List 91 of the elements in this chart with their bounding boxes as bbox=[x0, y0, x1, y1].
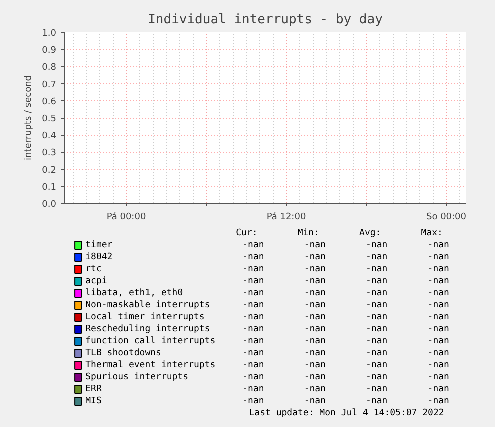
y-tick-label: 0.5 bbox=[42, 114, 57, 124]
text: Min: bbox=[298, 228, 320, 238]
text: -nan bbox=[366, 300, 388, 310]
text: Avg: bbox=[360, 228, 382, 238]
text: -nan bbox=[304, 372, 326, 382]
text: -nan bbox=[304, 348, 326, 358]
text: -nan bbox=[242, 288, 264, 298]
text: -nan bbox=[242, 336, 264, 346]
text: Cur: bbox=[236, 228, 258, 238]
legend-label: MIS bbox=[86, 396, 102, 406]
text: -nan bbox=[428, 276, 450, 286]
y-tick-label: 0.0 bbox=[42, 200, 57, 210]
text: -nan bbox=[428, 396, 450, 406]
text: -nan bbox=[366, 312, 388, 322]
text: -nan bbox=[242, 240, 264, 250]
chart-title: Individual interrupts - by day bbox=[148, 12, 384, 28]
text: Last update: Mon Jul 4 14:05:07 2022 bbox=[249, 408, 444, 418]
text: -nan bbox=[242, 264, 264, 274]
text: -nan bbox=[304, 276, 326, 286]
text: -nan bbox=[242, 372, 264, 382]
text: -nan bbox=[304, 312, 326, 322]
text: -nan bbox=[366, 348, 388, 358]
y-tick-label: 0.7 bbox=[42, 80, 57, 90]
x-tick-label: So 00:00 bbox=[426, 212, 467, 222]
text: -nan bbox=[428, 240, 450, 250]
text: -nan bbox=[304, 396, 326, 406]
text: -nan bbox=[242, 252, 264, 262]
text: -nan bbox=[428, 336, 450, 346]
text: -nan bbox=[304, 264, 326, 274]
text: -nan bbox=[428, 324, 450, 334]
text: -nan bbox=[304, 360, 326, 370]
legend-label: i8042 bbox=[86, 252, 113, 262]
text: -nan bbox=[428, 252, 450, 262]
text: -nan bbox=[242, 300, 264, 310]
text: -nan bbox=[428, 384, 450, 394]
text: -nan bbox=[242, 360, 264, 370]
text: Max: bbox=[421, 228, 443, 238]
x-tick-label: Pá 00:00 bbox=[106, 212, 146, 222]
text: -nan bbox=[366, 324, 388, 334]
text: -nan bbox=[304, 336, 326, 346]
text: -nan bbox=[242, 312, 264, 322]
text: -nan bbox=[428, 312, 450, 322]
text: -nan bbox=[366, 276, 388, 286]
text: -nan bbox=[366, 384, 388, 394]
text: -nan bbox=[242, 276, 264, 286]
text: -nan bbox=[366, 360, 388, 370]
legend-label: libata, eth1, eth0 bbox=[86, 288, 184, 298]
y-tick-label: 1.0 bbox=[42, 29, 57, 39]
y-tick-label: 0.6 bbox=[42, 97, 57, 108]
text: -nan bbox=[366, 372, 388, 382]
text: -nan bbox=[304, 300, 326, 310]
text: -nan bbox=[366, 240, 388, 250]
legend-label: acpi bbox=[86, 276, 108, 286]
legend-label: timer bbox=[86, 240, 114, 250]
text: -nan bbox=[304, 252, 326, 262]
legend-label: Local timer interrupts bbox=[86, 312, 205, 322]
legend-label: Thermal event interrupts bbox=[86, 360, 216, 370]
text: -nan bbox=[242, 348, 264, 358]
text: -nan bbox=[304, 240, 326, 250]
text: -nan bbox=[428, 360, 450, 370]
legend-label: Rescheduling interrupts bbox=[86, 324, 210, 334]
legend-label: Spurious interrupts bbox=[86, 372, 189, 382]
text: -nan bbox=[366, 264, 388, 274]
text: -nan bbox=[366, 396, 388, 406]
text: -nan bbox=[428, 264, 450, 274]
text: -nan bbox=[304, 324, 326, 334]
text: -nan bbox=[366, 252, 388, 262]
legend-label: rtc bbox=[86, 264, 102, 274]
text: -nan bbox=[428, 300, 450, 310]
y-tick-label: 0.2 bbox=[42, 166, 57, 176]
y-tick-label: 0.8 bbox=[42, 63, 57, 74]
legend-label: TLB shootdowns bbox=[86, 348, 162, 358]
y-tick-label: 0.9 bbox=[42, 46, 57, 56]
y-tick-label: 0.3 bbox=[42, 148, 57, 159]
y-tick-label: 0.4 bbox=[42, 132, 57, 142]
x-tick-label: Pá 12:00 bbox=[266, 212, 306, 222]
y-tick-label: 0.1 bbox=[42, 182, 57, 193]
text: -nan bbox=[304, 288, 326, 298]
text: -nan bbox=[366, 288, 388, 298]
text: -nan bbox=[428, 348, 450, 358]
text: -nan bbox=[304, 384, 326, 394]
text: -nan bbox=[428, 372, 450, 382]
text: -nan bbox=[428, 288, 450, 298]
text: -nan bbox=[242, 396, 264, 406]
legend-label: ERR bbox=[86, 384, 102, 394]
legend-label: Non-maskable interrupts bbox=[86, 300, 210, 310]
legend-label: function call interrupts bbox=[86, 336, 216, 346]
y-axis-title: interrupts / second bbox=[24, 76, 34, 160]
text: -nan bbox=[242, 324, 264, 334]
text: -nan bbox=[242, 384, 264, 394]
text: -nan bbox=[366, 336, 388, 346]
